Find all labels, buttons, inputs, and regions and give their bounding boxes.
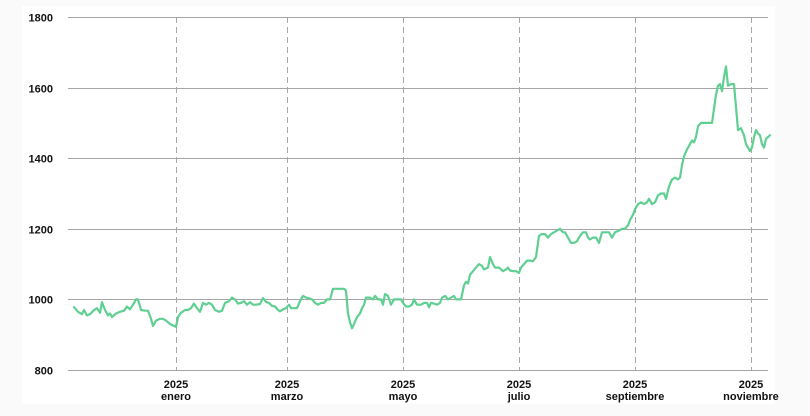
y-tick-label: 1800 bbox=[29, 13, 53, 25]
chart-panel bbox=[22, 6, 775, 404]
x-tick-month: marzo bbox=[271, 391, 304, 403]
y-tick-label: 1200 bbox=[29, 225, 53, 237]
y-tick-label: 1600 bbox=[29, 84, 53, 96]
y-tick-label: 1400 bbox=[29, 154, 53, 166]
y-tick-label: 1000 bbox=[29, 295, 53, 307]
y-tick-label: 800 bbox=[35, 366, 53, 378]
x-tick-month: mayo bbox=[389, 391, 418, 403]
x-tick-year: 2025 bbox=[164, 379, 188, 391]
x-tick-year: 2025 bbox=[391, 379, 415, 391]
x-tick-year: 2025 bbox=[739, 379, 763, 391]
x-tick-year: 2025 bbox=[623, 379, 647, 391]
x-axis-labels: 2025enero2025marzo2025mayo2025julio2025s… bbox=[161, 379, 779, 403]
horizontal-gridlines bbox=[68, 17, 768, 371]
x-tick-month: septiembre bbox=[606, 391, 665, 403]
y-axis-labels: 800 1000 1200 1400 1600 1800 bbox=[29, 13, 53, 378]
x-tick-year: 2025 bbox=[275, 379, 299, 391]
x-tick-year: 2025 bbox=[507, 379, 531, 391]
vertical-gridlines bbox=[176, 17, 752, 370]
x-tick-month: julio bbox=[507, 391, 531, 403]
x-tick-month: noviembre bbox=[723, 391, 779, 403]
x-tick-month: enero bbox=[161, 391, 191, 403]
series-line bbox=[72, 65, 772, 330]
